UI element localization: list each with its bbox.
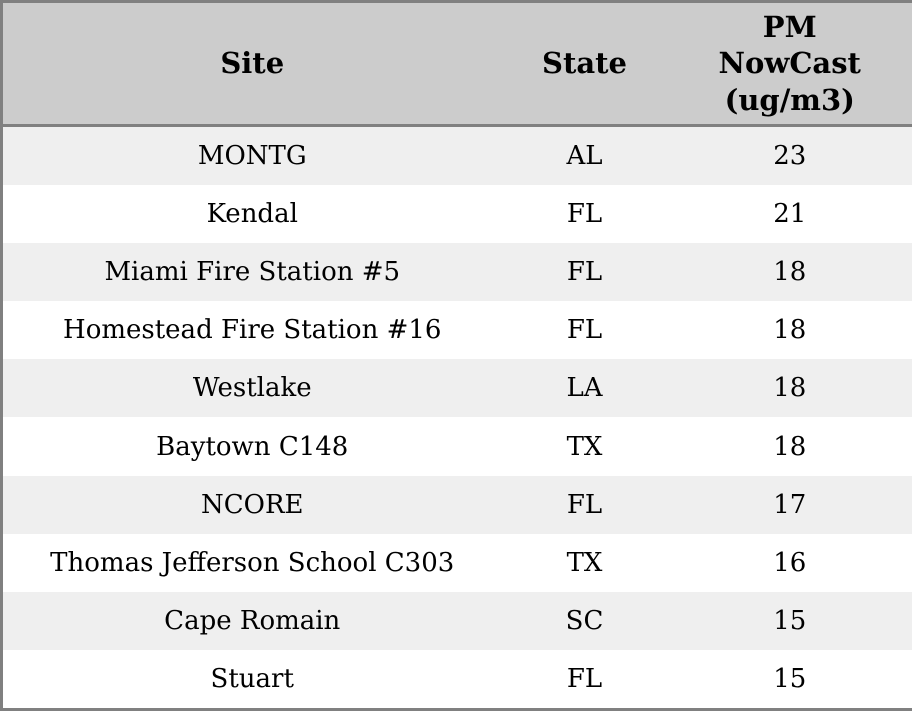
state-cell: FL [566,257,603,288]
state-cell: FL [566,199,603,230]
pm-nowcast-cell: 17 [773,489,807,520]
table-row: Homestead Fire Station #16 FL 18 [1,301,912,360]
table-row: NCORE FL 17 [1,475,912,534]
site-cell: Kendal [206,199,298,230]
site-cell: Baytown C148 [156,431,349,462]
table-row: Baytown C148 TX 18 [1,417,912,476]
pm-nowcast-cell: 15 [773,605,807,636]
site-cell: Cape Romain [164,605,341,636]
table-row: Cape Romain SC 15 [1,591,912,650]
header-row: Site State PM NowCast (ug/m3) [1,1,912,127]
table-row: Kendal FL 21 [1,185,912,244]
table-row: Thomas Jefferson School C303 TX 16 [1,533,912,592]
table-header: Site State PM NowCast (ug/m3) [1,1,912,127]
pm-nowcast-cell: 21 [773,199,807,230]
state-cell: FL [566,663,603,694]
pm-nowcast-cell: 18 [773,257,807,288]
pm-nowcast-cell: 18 [773,373,807,404]
state-cell: SC [565,605,604,636]
col-header-site: Site [1,1,502,127]
state-cell: AL [566,141,603,172]
site-cell: Stuart [210,663,294,694]
pm-nowcast-cell: 15 [773,663,807,694]
state-cell: LA [566,373,603,404]
site-cell: MONTG [197,141,307,172]
table-row: Westlake LA 18 [1,359,912,418]
pm-nowcast-cell: 16 [773,547,807,578]
table-body: MONTG AL 23 Kendal FL 21 Miami Fire Stat… [1,125,912,710]
site-cell: Homestead Fire Station #16 [63,315,442,346]
col-header-pm-nowcast: PM NowCast (ug/m3) [667,1,912,127]
state-cell: FL [566,315,603,346]
site-cell: Westlake [192,373,312,404]
site-cell: Miami Fire Station #5 [104,257,401,288]
table-row: Miami Fire Station #5 FL 18 [1,243,912,302]
state-cell: TX [566,431,603,462]
table-row: Stuart FL 15 [1,649,912,710]
state-cell: FL [566,489,603,520]
site-cell: Thomas Jefferson School C303 [50,547,455,578]
table-row: MONTG AL 23 [1,125,912,186]
col-header-state: State [501,1,668,127]
pm-nowcast-cell: 18 [773,315,807,346]
pm-nowcast-cell: 18 [773,431,807,462]
site-cell: NCORE [200,489,304,520]
pm-nowcast-cell: 23 [773,141,807,172]
state-cell: TX [566,547,603,578]
